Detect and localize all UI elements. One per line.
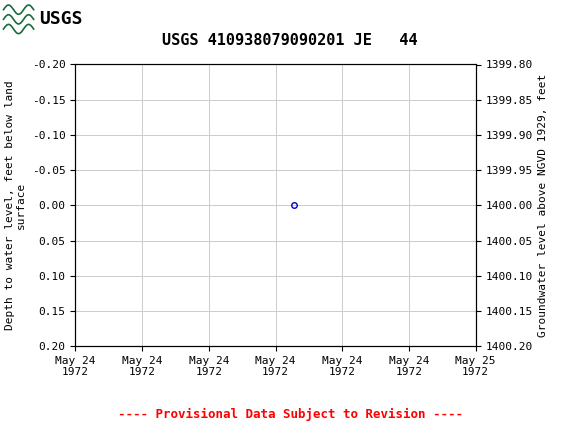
Y-axis label: Depth to water level, feet below land
surface: Depth to water level, feet below land su… (5, 80, 26, 330)
Text: ---- Provisional Data Subject to Revision ----: ---- Provisional Data Subject to Revisio… (118, 408, 462, 421)
FancyBboxPatch shape (3, 3, 35, 36)
Text: USGS: USGS (39, 10, 83, 28)
Text: USGS 410938079090201 JE   44: USGS 410938079090201 JE 44 (162, 34, 418, 48)
FancyBboxPatch shape (3, 3, 78, 36)
Y-axis label: Groundwater level above NGVD 1929, feet: Groundwater level above NGVD 1929, feet (538, 74, 548, 337)
